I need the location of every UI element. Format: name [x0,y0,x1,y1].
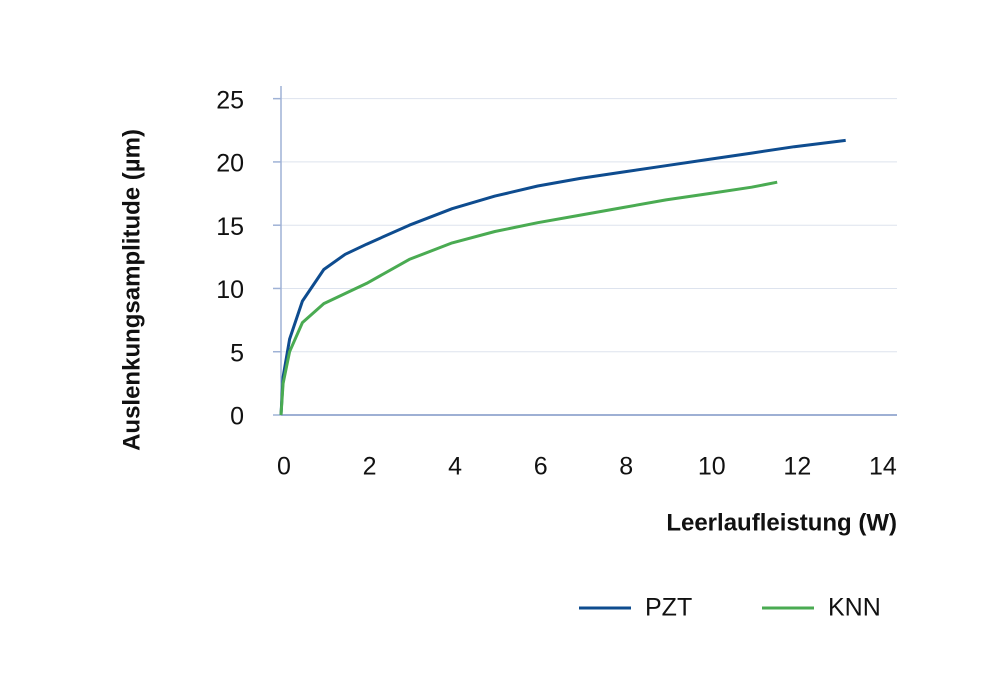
x-tick-label: 12 [783,453,811,481]
x-tick-label: 4 [448,453,462,481]
line-series [279,180,778,416]
y-tick-label: 0 [230,403,244,431]
line-series [279,138,846,416]
legend-label: KNN [828,594,881,622]
x-tick-label: 6 [534,453,548,481]
y-tick-label: 5 [230,339,244,367]
legend-label: PZT [645,594,692,622]
y-axis-title: Auslenkungsamplitude (µm) [118,129,145,451]
y-tick-label: 20 [216,150,244,178]
x-tick-label: 2 [363,453,377,481]
x-tick-label: 0 [277,453,291,481]
y-tick-label: 25 [216,86,244,114]
x-tick-label: 10 [698,453,726,481]
x-axis-title: Leerlaufleistung (W) [666,509,897,536]
x-tick-label: 8 [619,453,633,481]
y-tick-label: 15 [216,213,244,241]
x-tick-label: 14 [869,453,897,481]
y-tick-label: 10 [216,276,244,304]
